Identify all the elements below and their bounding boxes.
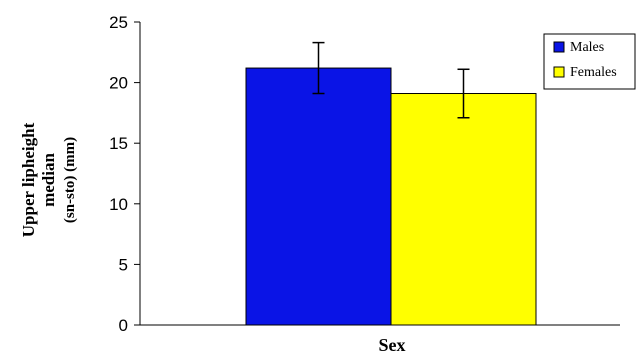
y-tick-label: 10 (109, 195, 128, 214)
y-axis-title: Upper lipheight median (sn-sto) (mm) (19, 122, 78, 237)
y-axis-ticks: 0 5 10 15 20 25 (109, 13, 140, 335)
x-axis-title: Sex (379, 335, 406, 354)
legend: Males Females (543, 33, 636, 90)
y-tick-label: 5 (119, 255, 128, 274)
legend-label-males: Males (570, 40, 604, 55)
bars (245, 67, 537, 326)
legend-label-females: Females (570, 65, 617, 80)
bar-males (245, 67, 392, 326)
legend-swatch-females (553, 66, 565, 78)
y-axis-title-line-3: (sn-sto) (mm) (62, 137, 78, 223)
y-axis-title-line-1: Upper lipheight (19, 122, 38, 237)
y-tick-label: 15 (109, 134, 128, 153)
legend-swatch-males (553, 41, 565, 53)
y-axis-title-line-2: median (39, 153, 58, 207)
legend-box (543, 33, 636, 90)
y-tick-label: 0 (119, 316, 128, 335)
y-tick-label: 25 (109, 13, 128, 32)
error-bars (312, 41, 470, 119)
bar-females (390, 93, 537, 326)
y-tick-label: 20 (109, 74, 128, 93)
